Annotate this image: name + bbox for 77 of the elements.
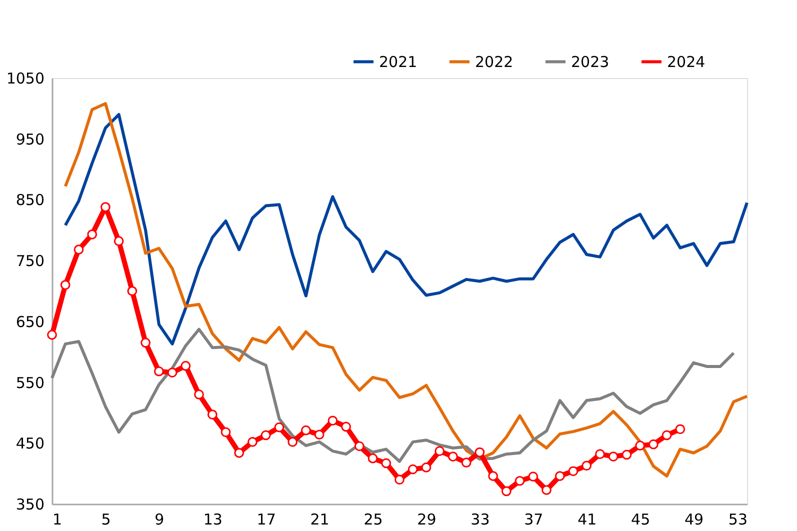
x-tick-label: 21 xyxy=(310,510,330,528)
x-tick-label: 49 xyxy=(684,510,704,528)
y-tick-label: 550 xyxy=(16,374,44,392)
point xyxy=(100,202,110,212)
y-tick-label: 750 xyxy=(16,252,44,270)
point xyxy=(47,330,57,340)
point xyxy=(341,422,351,432)
x-tick-label: 25 xyxy=(364,510,383,528)
point xyxy=(408,464,418,474)
x-tick-label: 53 xyxy=(728,510,748,528)
point xyxy=(260,430,271,440)
point xyxy=(608,452,618,462)
point xyxy=(220,427,231,438)
point xyxy=(167,368,178,378)
point xyxy=(488,471,498,481)
point xyxy=(288,437,298,447)
point xyxy=(514,476,525,486)
y-tick-label: 450 xyxy=(16,434,44,453)
y-tick-label: 1050 xyxy=(6,70,44,88)
line-series xyxy=(50,328,736,463)
point xyxy=(582,460,592,471)
point xyxy=(194,390,204,400)
point xyxy=(554,471,565,481)
point xyxy=(114,236,124,246)
y-tick-label: 350 xyxy=(16,496,44,514)
legend-label: 2021 xyxy=(379,52,418,71)
x-tick-label: 9 xyxy=(154,510,164,528)
point xyxy=(180,360,191,371)
point xyxy=(154,366,164,376)
x-tick-label: 13 xyxy=(203,510,222,528)
point xyxy=(127,286,138,296)
point xyxy=(87,229,98,240)
line-series xyxy=(64,102,748,478)
point xyxy=(394,474,404,485)
point xyxy=(368,453,378,464)
point xyxy=(434,446,445,456)
legend-label: 2024 xyxy=(667,52,706,71)
x-tick-label: 17 xyxy=(256,510,276,528)
x-tick-label: 33 xyxy=(470,510,490,528)
x-tick-label: 1 xyxy=(52,510,62,528)
x-tick-label: 37 xyxy=(524,510,544,528)
point xyxy=(542,485,552,495)
point xyxy=(314,430,324,440)
x-tick-label: 41 xyxy=(578,510,597,528)
point xyxy=(328,416,338,426)
y-tick-label: 950 xyxy=(16,130,44,148)
point xyxy=(301,425,311,436)
point xyxy=(474,447,485,458)
line-series xyxy=(64,113,748,346)
point xyxy=(675,424,686,434)
point xyxy=(635,440,646,450)
point xyxy=(501,486,512,496)
point xyxy=(662,430,672,440)
point xyxy=(528,472,538,482)
point xyxy=(248,437,258,447)
point xyxy=(421,462,432,472)
y-tick-label: 850 xyxy=(16,191,44,210)
x-tick-label: 45 xyxy=(631,510,650,528)
legend-label: 2022 xyxy=(475,52,514,71)
point xyxy=(140,338,150,348)
point xyxy=(595,449,605,460)
point xyxy=(234,448,244,458)
point xyxy=(274,422,284,432)
legend-label: 2023 xyxy=(571,52,610,71)
point xyxy=(207,410,218,420)
point xyxy=(74,244,84,255)
point xyxy=(648,439,658,450)
y-tick-label: 650 xyxy=(16,312,44,331)
point xyxy=(448,452,458,462)
x-tick-label: 29 xyxy=(417,510,436,528)
point xyxy=(622,450,632,460)
point xyxy=(381,458,392,468)
x-tick-label: 5 xyxy=(101,510,111,528)
point xyxy=(60,280,70,290)
point xyxy=(354,441,364,452)
point xyxy=(568,466,578,476)
point xyxy=(461,458,472,468)
